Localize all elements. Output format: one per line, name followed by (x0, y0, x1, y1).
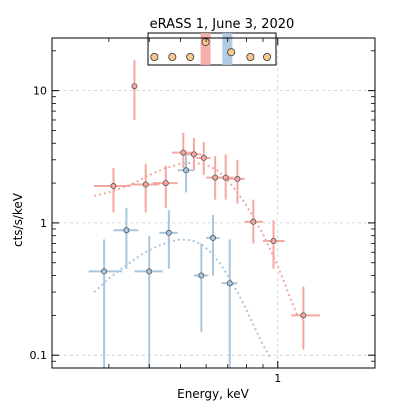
data-point (165, 229, 172, 236)
plot-frame (51, 37, 376, 369)
data-point (250, 218, 257, 225)
data-point (300, 312, 307, 319)
data-point (142, 181, 149, 188)
data-point (146, 268, 153, 275)
data-point (110, 183, 117, 190)
data-point (270, 237, 277, 244)
error-bars (88, 60, 320, 368)
data-point (222, 174, 229, 181)
model-curve-2 (93, 238, 272, 359)
chart-title: eRASS 1, June 3, 2020 (150, 17, 295, 32)
data-point (180, 149, 187, 156)
model-curve-1 (93, 161, 299, 316)
data-point (190, 151, 197, 158)
inset-band (222, 33, 233, 65)
data-point (183, 167, 190, 174)
inset-marker (168, 53, 177, 62)
data-point (198, 272, 205, 279)
inset-marker (201, 37, 210, 46)
y-tick-label: 1 (40, 217, 47, 230)
data-points (101, 83, 307, 319)
x-axis-label: Energy, keV (177, 387, 250, 401)
data-point (123, 227, 130, 234)
model-curves (93, 161, 299, 359)
data-point (212, 174, 219, 181)
grid (52, 38, 375, 368)
inset-band (200, 33, 211, 65)
inset-marker (246, 53, 255, 62)
inset-marker (186, 53, 195, 62)
data-point (200, 154, 207, 161)
y-tick-label: 10 (33, 85, 47, 98)
data-point (162, 180, 169, 187)
x-tick-label: 1 (274, 372, 281, 385)
data-point (131, 83, 138, 90)
data-point (226, 280, 233, 287)
data-point (234, 175, 241, 182)
axis-ticks: 0.1 1 10 1 (30, 38, 375, 385)
inset-marker (150, 53, 159, 62)
inset-marker (263, 53, 272, 62)
data-point (101, 268, 108, 275)
y-tick-label: 0.1 (30, 349, 48, 362)
inset-marker (227, 48, 236, 57)
y-axis-label: cts/s/keV (11, 192, 25, 247)
data-point (209, 234, 216, 241)
